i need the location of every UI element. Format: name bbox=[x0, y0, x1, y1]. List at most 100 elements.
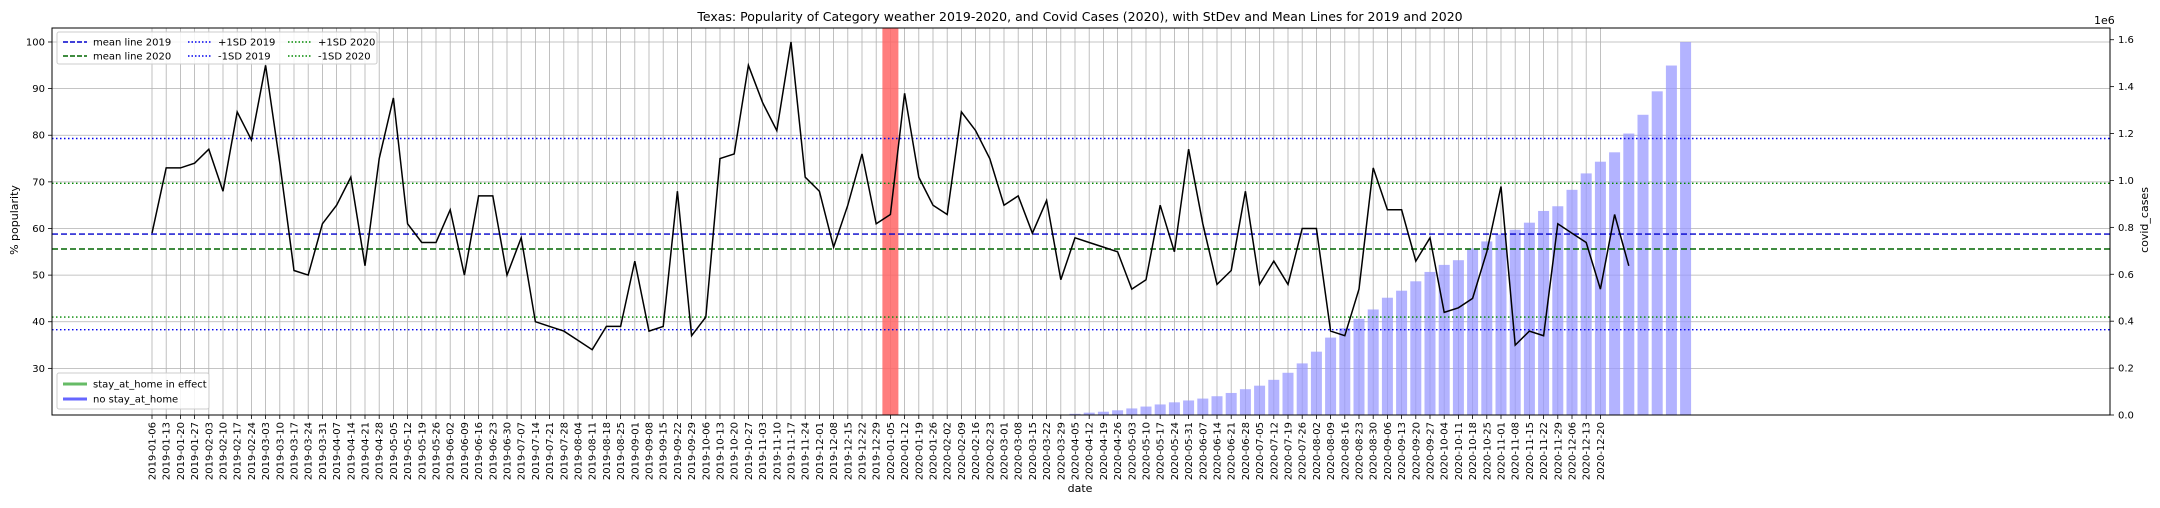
x-tick-label: 2019-05-12 bbox=[403, 422, 414, 480]
x-tick-label: 2020-07-19 bbox=[1284, 422, 1295, 480]
x-tick-label: 2020-03-29 bbox=[1056, 422, 1067, 480]
x-tick-label: 2019-03-03 bbox=[261, 422, 272, 480]
x-tick-label: 2019-02-10 bbox=[219, 422, 230, 480]
x-tick-label: 2020-02-02 bbox=[943, 422, 954, 480]
x-tick-label: 2020-12-20 bbox=[1596, 422, 1607, 480]
legend-bottom: stay_at_home in effect no stay_at_home bbox=[56, 372, 210, 410]
covid-bar bbox=[1609, 152, 1621, 416]
y-right-tick-label: 0.2 bbox=[2118, 364, 2134, 375]
x-tick-label: 2020-11-22 bbox=[1539, 422, 1550, 480]
covid-bar bbox=[1168, 402, 1180, 415]
x-tick-label: 2019-09-29 bbox=[687, 422, 698, 480]
x-tick-label: 2019-03-24 bbox=[304, 422, 315, 480]
y-right-tick-label: 0.0 bbox=[2118, 411, 2134, 422]
x-tick-label: 2019-08-18 bbox=[602, 422, 613, 480]
x-tick-label: 2019-02-17 bbox=[233, 422, 244, 480]
x-tick-label: 2020-12-13 bbox=[1582, 422, 1593, 480]
covid-bar bbox=[1680, 42, 1692, 416]
stay-at-home-band-layer bbox=[882, 28, 899, 415]
x-tick-label: 2019-10-06 bbox=[701, 422, 712, 480]
covid-bar bbox=[1069, 413, 1081, 415]
x-tick-label: 2020-07-05 bbox=[1255, 422, 1266, 480]
covid-bar bbox=[1083, 412, 1095, 415]
x-tick-label: 2019-03-31 bbox=[318, 422, 329, 480]
covid-bar bbox=[1367, 309, 1379, 415]
covid-bar bbox=[1254, 385, 1266, 415]
covid-bar bbox=[1097, 411, 1109, 415]
x-tick-label: 2020-01-05 bbox=[886, 422, 897, 480]
popularity-line-layer bbox=[151, 41, 1630, 351]
x-tick-label: 2020-02-09 bbox=[957, 422, 968, 480]
legend-label: +1SD 2020 bbox=[318, 38, 375, 49]
y-left-tick-label: 40 bbox=[32, 317, 45, 328]
x-tick-label: 2020-11-15 bbox=[1525, 422, 1536, 480]
y-left-tick-label: 60 bbox=[32, 224, 45, 235]
y-axis-right-multiplier: 1e6 bbox=[2094, 14, 2115, 27]
popularity-line bbox=[151, 41, 1630, 351]
x-tick-label: 2020-01-19 bbox=[914, 422, 925, 480]
x-tick-label: 2020-07-26 bbox=[1298, 422, 1309, 480]
x-tick-label: 2019-09-01 bbox=[630, 422, 641, 480]
x-tick-label: 2019-03-10 bbox=[275, 422, 286, 480]
x-tick-label: 2019-06-02 bbox=[446, 422, 457, 480]
x-tick-label: 2019-04-07 bbox=[332, 422, 343, 480]
legend-top: mean line 2019 mean line 2020 +1SD 2019 -1S… bbox=[56, 31, 378, 65]
reference-lines-layer bbox=[52, 137, 2110, 331]
x-tick-label: 2020-04-19 bbox=[1099, 422, 1110, 480]
legend-label: -1SD 2020 bbox=[318, 52, 371, 63]
y-right-tick-label: 1.4 bbox=[2118, 82, 2134, 93]
covid-bar bbox=[1296, 363, 1308, 415]
y-axis-right-label: covid_cases bbox=[2138, 187, 2151, 253]
covid-bar bbox=[1268, 379, 1280, 415]
x-tick-label: 2020-11-01 bbox=[1497, 422, 1508, 480]
y-left-tick-label: 90 bbox=[32, 84, 45, 95]
x-tick-label: 2020-08-09 bbox=[1326, 422, 1337, 480]
x-tick-label: 2019-01-20 bbox=[176, 422, 187, 480]
x-tick-label: 2019-09-08 bbox=[645, 422, 656, 480]
x-tick-label: 2020-09-20 bbox=[1411, 422, 1422, 480]
x-tick-label: 2020-06-21 bbox=[1227, 422, 1238, 480]
x-tick-label: 2019-11-10 bbox=[772, 422, 783, 480]
x-tick-label: 2020-08-23 bbox=[1355, 422, 1366, 480]
x-tick-label: 2019-09-15 bbox=[659, 422, 670, 480]
x-tick-label: 2019-03-17 bbox=[290, 422, 301, 480]
covid-bar bbox=[1211, 396, 1223, 415]
covid-bar bbox=[1566, 189, 1578, 415]
legend-label: +1SD 2019 bbox=[218, 38, 275, 49]
covid-bar bbox=[1126, 408, 1138, 415]
legend-label: stay_at_home in effect bbox=[93, 380, 207, 391]
x-tick-label: 2019-06-23 bbox=[488, 422, 499, 480]
x-tick-label: 2019-02-24 bbox=[247, 422, 258, 480]
x-tick-label: 2019-02-03 bbox=[204, 422, 215, 480]
covid-bar bbox=[1282, 372, 1294, 415]
x-tick-label: 2019-07-28 bbox=[559, 422, 570, 480]
covid-bar bbox=[1637, 114, 1649, 416]
x-tick-label: 2019-05-26 bbox=[432, 422, 443, 480]
x-tick-label: 2020-08-16 bbox=[1340, 422, 1351, 480]
x-tick-label: 2020-07-12 bbox=[1269, 422, 1280, 480]
x-tick-label: 2019-09-22 bbox=[673, 422, 684, 480]
x-tick-label: 2020-03-01 bbox=[1000, 422, 1011, 480]
x-tick-label: 2020-06-07 bbox=[1198, 422, 1209, 480]
covid-bar bbox=[1481, 241, 1493, 415]
covid-bar bbox=[1140, 406, 1152, 415]
legend-top-box bbox=[56, 31, 378, 65]
x-tick-label: 2019-12-22 bbox=[858, 422, 869, 480]
covid-bar bbox=[1665, 65, 1677, 415]
x-tick-label: 2019-08-25 bbox=[616, 422, 627, 480]
y-left-tick-label: 70 bbox=[32, 177, 45, 188]
covid-bar bbox=[1154, 404, 1166, 415]
x-tick-label: 2019-12-15 bbox=[843, 422, 854, 480]
x-tick-label: 2020-05-17 bbox=[1156, 422, 1167, 480]
y-right-tick-label: 1.6 bbox=[2118, 35, 2134, 46]
covid-bar bbox=[1452, 260, 1464, 415]
x-tick-label: 2020-08-30 bbox=[1369, 422, 1380, 480]
covid-bar bbox=[1538, 210, 1550, 415]
x-tick-label: 2019-07-14 bbox=[531, 422, 542, 480]
covid-bar bbox=[1623, 133, 1635, 415]
x-tick-label: 2020-11-29 bbox=[1553, 422, 1564, 480]
x-tick-label: 2020-03-22 bbox=[1042, 422, 1053, 480]
x-tick-label: 2020-05-10 bbox=[1142, 422, 1153, 480]
axes-layer: 2019-01-06 2019-01-13 2019-01-20 2019-01-27… bbox=[26, 27, 2134, 480]
